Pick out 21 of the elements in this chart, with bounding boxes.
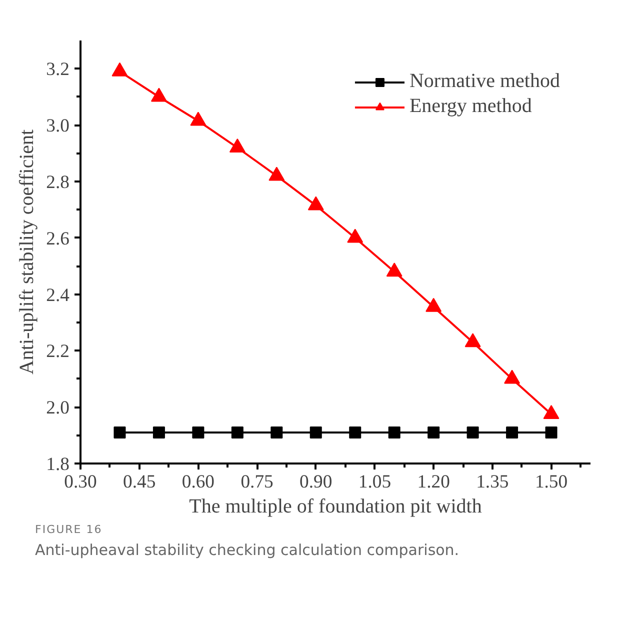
y-tick-label: 2.0 (46, 398, 70, 419)
x-tick-label: 1.50 (534, 472, 568, 492)
legend-label: Energy method (409, 95, 532, 118)
caption: FIGURE 16 (35, 522, 102, 538)
x-tick-label: 0.60 (182, 472, 215, 492)
x-axis-title: The multiple of foundation pit width (189, 496, 482, 518)
y-tick-label: 2.8 (46, 172, 70, 193)
y-tick-label: 3.0 (46, 116, 70, 137)
x-tick-label: 1.20 (417, 472, 450, 492)
legend-label: Normative method (409, 70, 560, 93)
y-tick-label: 2.6 (46, 228, 70, 250)
y-tick-label: 2.2 (46, 341, 70, 362)
text: Anti-upheaval stability checking calculation comparison. (35, 540, 460, 561)
x-tick-label: 0.75 (240, 472, 274, 492)
x-tick-label: 1.05 (358, 472, 392, 492)
y-tick-label: 3.2 (46, 59, 70, 80)
y-axis-title: Anti-uplift stability coefficient (16, 128, 38, 375)
x-tick-label: 0.90 (300, 472, 332, 492)
x-tick-label: 0.45 (123, 472, 156, 492)
x-tick-label: 1.35 (476, 472, 509, 492)
y-tick-label: 2.4 (46, 284, 70, 306)
